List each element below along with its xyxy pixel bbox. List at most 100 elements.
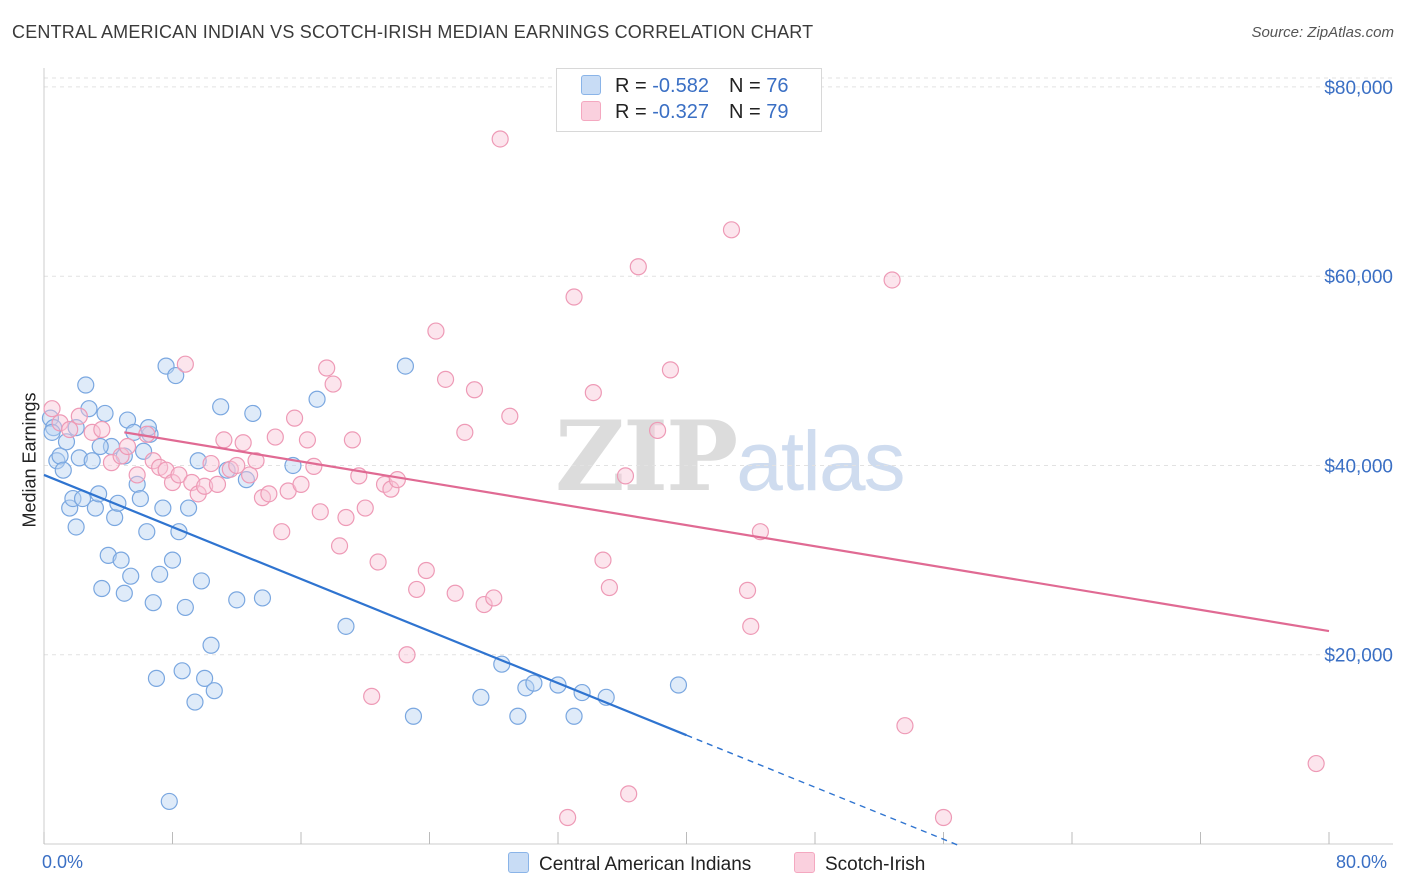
data-point <box>51 414 69 432</box>
bottom-legend-label-pink: Scotch-Irish <box>825 854 926 875</box>
data-point <box>584 383 602 402</box>
data-point <box>67 419 85 437</box>
data-point <box>565 707 583 725</box>
data-point <box>427 322 445 340</box>
source-label: Source: ZipAtlas.com <box>1251 24 1394 41</box>
data-point <box>661 361 680 379</box>
data-point <box>54 461 72 479</box>
data-point <box>192 572 211 590</box>
data-point <box>147 669 166 687</box>
data-point <box>337 508 355 527</box>
data-point <box>382 480 400 498</box>
data-point <box>176 355 194 373</box>
y-tick-label: $80,000 <box>1324 78 1393 99</box>
legend-swatch-blue <box>581 75 601 95</box>
y-tick-label: $20,000 <box>1324 646 1393 667</box>
data-point <box>115 584 133 602</box>
x-tick-label-min: 0.0% <box>42 852 84 872</box>
data-point <box>237 471 255 489</box>
data-point <box>600 578 619 597</box>
data-point <box>285 409 304 427</box>
data-point <box>475 595 493 614</box>
data-point <box>465 381 484 399</box>
data-point <box>501 407 519 425</box>
data-point <box>356 499 374 517</box>
data-point <box>144 452 162 470</box>
data-point <box>491 130 509 148</box>
data-point <box>208 475 227 493</box>
data-point <box>669 676 688 694</box>
data-point <box>61 420 79 439</box>
data-point <box>308 390 326 408</box>
chart-title: CENTRAL AMERICAN INDIAN VS SCOTCH-IRISH … <box>12 22 814 42</box>
data-point <box>93 579 111 598</box>
legend-r-value-pink: -0.327 <box>652 101 709 123</box>
legend-n-value-pink: 79 <box>766 101 789 123</box>
bottom-legend-swatch-pink <box>794 852 815 873</box>
data-point <box>99 546 117 564</box>
data-point <box>253 589 272 607</box>
data-point <box>292 475 310 493</box>
data-point <box>102 454 121 472</box>
data-point <box>241 466 259 484</box>
data-point <box>179 499 198 517</box>
data-point <box>202 636 220 654</box>
data-point <box>205 682 223 700</box>
data-point <box>202 454 220 473</box>
series-blue-points <box>41 357 688 811</box>
legend-r-value-blue: -0.582 <box>652 75 709 97</box>
bottom-legend-pink: Scotch-Irish <box>794 852 925 876</box>
data-point <box>742 617 760 635</box>
data-point <box>112 551 130 569</box>
y-tick-label: $40,000 <box>1324 456 1393 477</box>
data-point <box>629 258 647 276</box>
data-point <box>472 688 490 706</box>
data-point <box>485 589 503 607</box>
data-point <box>234 434 252 452</box>
data-point <box>83 423 101 441</box>
data-point <box>154 499 172 517</box>
legend-swatch-pink <box>581 101 601 121</box>
y-axis-label: Median Earnings <box>19 392 40 528</box>
data-point <box>247 452 265 470</box>
data-point <box>106 508 124 527</box>
data-point <box>67 518 85 536</box>
data-point <box>212 398 230 416</box>
legend-n-value-blue: 76 <box>766 75 789 97</box>
data-point <box>122 567 140 585</box>
watermark-atlas: atlas <box>736 414 905 508</box>
data-point <box>160 792 178 811</box>
x-tick-label-max: 80.0% <box>1336 852 1388 872</box>
data-point <box>112 447 130 465</box>
data-point <box>128 475 146 493</box>
data-point <box>64 489 82 508</box>
data-point <box>86 499 105 517</box>
data-point <box>228 456 246 475</box>
bottom-legend-label-blue: Central American Indians <box>539 854 752 875</box>
data-point <box>594 551 612 569</box>
data-point <box>77 376 95 394</box>
data-point <box>128 466 146 484</box>
data-point <box>456 423 474 441</box>
data-point <box>163 551 182 569</box>
data-point <box>93 420 111 439</box>
data-point <box>896 717 914 735</box>
legend-row-blue: R = -0.582 N = 76 <box>581 75 788 101</box>
data-point <box>436 370 455 388</box>
data-point <box>517 679 535 697</box>
data-point <box>118 437 137 456</box>
data-point <box>83 452 101 470</box>
data-point <box>616 467 635 485</box>
legend-r-label-blue: R = <box>615 75 653 97</box>
data-point <box>189 452 207 470</box>
data-point <box>324 375 342 393</box>
data-point <box>228 591 246 609</box>
data-point <box>173 662 191 680</box>
data-point <box>144 594 162 612</box>
data-point <box>305 457 323 476</box>
data-point <box>298 431 317 449</box>
data-point <box>131 489 149 508</box>
data-point <box>70 407 88 425</box>
data-point <box>96 404 114 423</box>
legend-n-label-pink: N = <box>728 101 767 123</box>
